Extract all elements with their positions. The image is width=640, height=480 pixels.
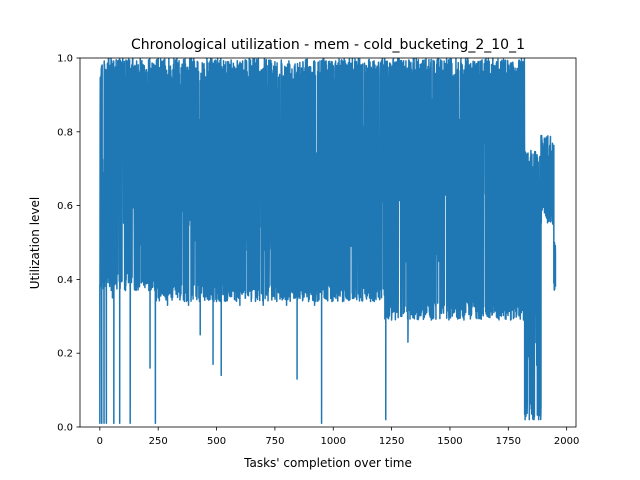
y-tick-label: 0.0: [57, 423, 73, 434]
axes-frame: [79, 57, 577, 428]
chart-title: Chronological utilization - mem - cold_b…: [131, 37, 525, 53]
x-tick-label: 1750: [496, 436, 521, 447]
x-tick-label: 1250: [379, 436, 404, 447]
x-tick-label: 500: [207, 436, 226, 447]
series-line-1: [99, 58, 557, 425]
x-tick-label: 1500: [437, 436, 462, 447]
x-tick-label: 0: [97, 436, 103, 447]
x-tick-label: 1000: [321, 436, 346, 447]
x-axis-label: Tasks' completion over time: [243, 456, 412, 470]
y-tick-label: 0.6: [57, 201, 73, 212]
axes: 0 250 500 750 1000 1250 1500 1750 2000 0.0 0.2 0.4 0…: [57, 54, 579, 448]
y-tick-label: 0.4: [57, 275, 73, 286]
y-tick-label: 0.8: [57, 127, 73, 138]
y-tick-label: 0.2: [57, 349, 73, 360]
x-tick-label: 750: [265, 436, 284, 447]
x-tick-label: 250: [149, 436, 168, 447]
y-tick-label: 1.0: [57, 54, 73, 65]
x-tick-label: 2000: [554, 436, 579, 447]
plot-area: [99, 58, 557, 425]
y-axis-label: Utilization level: [28, 197, 42, 289]
